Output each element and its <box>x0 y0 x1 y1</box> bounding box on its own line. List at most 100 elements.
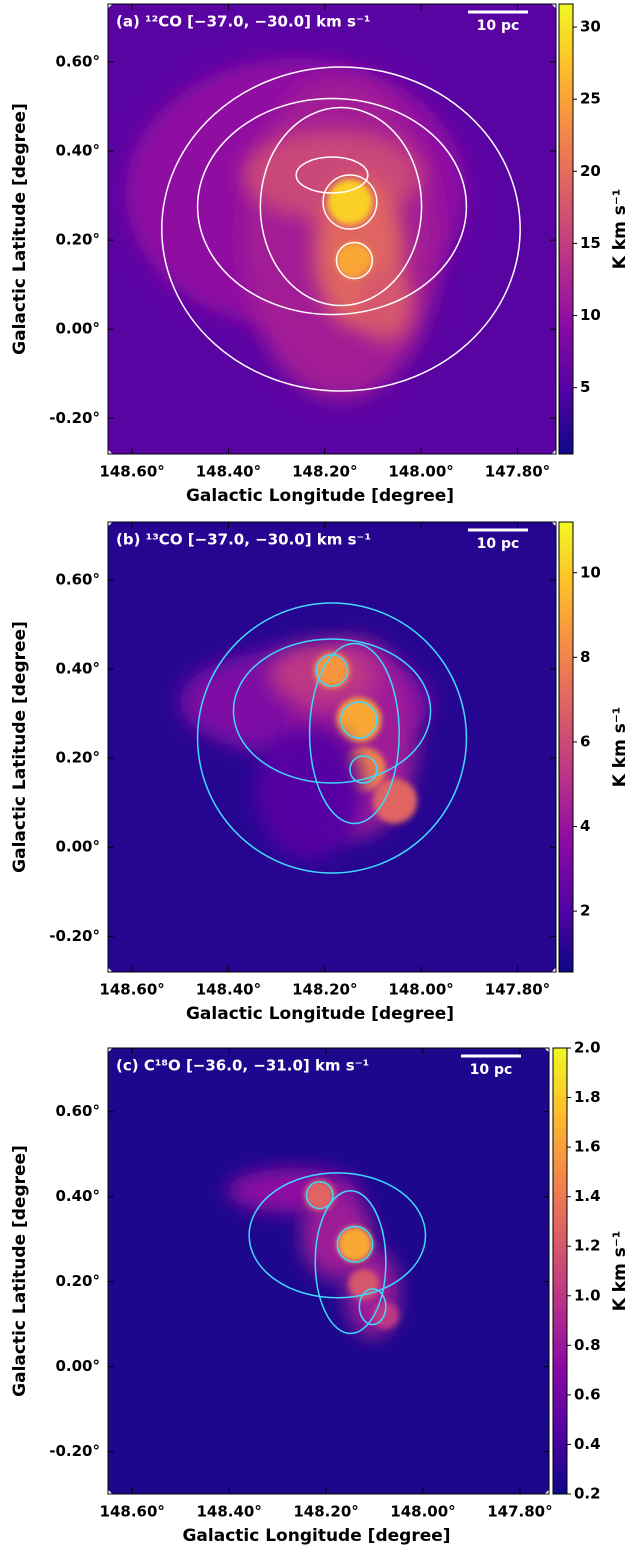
panel-title: (b) ¹³CO [−37.0, −30.0] km s⁻¹ <box>116 531 371 549</box>
colorbar-tick-label: 4 <box>580 817 590 835</box>
x-tick-label: 147.80° <box>487 1503 552 1521</box>
colorbar-label: K km s⁻¹ <box>610 189 630 270</box>
y-tick-label: 0.60° <box>55 52 100 70</box>
colorbar-tick-label: 0.4 <box>574 1435 601 1453</box>
plot-frame <box>107 521 557 973</box>
y-tick-label: 0.40° <box>55 1187 100 1205</box>
scale-bar-label: 10 pc <box>477 18 520 34</box>
y-axis-label: Galactic Latitude [degree] <box>10 1145 30 1397</box>
x-tick-label: 147.80° <box>485 981 550 999</box>
x-axis-label: Galactic Longitude [degree] <box>186 486 454 506</box>
x-tick-label: 148.60° <box>99 981 164 999</box>
contour <box>196 602 468 874</box>
x-tick-label: 147.80° <box>485 463 550 481</box>
colorbar-tick-label: 5 <box>580 378 590 396</box>
colorbar <box>558 3 574 455</box>
x-axis-label: Galactic Longitude [degree] <box>186 1004 454 1024</box>
contour <box>349 755 378 784</box>
y-tick-label: 0.40° <box>55 660 100 678</box>
panel: (a) ¹²CO [−37.0, −30.0] km s⁻¹ 10 pc 148.6… <box>10 3 630 506</box>
y-tick-label: -0.20° <box>49 927 100 945</box>
y-tick-label: 0.20° <box>55 749 100 767</box>
contour <box>232 638 432 784</box>
panel-title: (c) C¹⁸O [−36.0, −31.0] km s⁻¹ <box>116 1057 369 1075</box>
colorbar-tick-label: 0.8 <box>574 1336 601 1354</box>
contour <box>196 97 468 316</box>
colorbar-tick-label: 8 <box>580 648 590 666</box>
x-axis-label: Galactic Longitude [degree] <box>182 1526 450 1546</box>
y-tick-label: 0.40° <box>55 142 100 160</box>
x-tick-label: 148.60° <box>100 1503 165 1521</box>
map-image <box>108 4 556 454</box>
contour <box>340 701 378 739</box>
y-tick-label: -0.20° <box>49 1442 100 1460</box>
colorbar-tick-label: 20 <box>580 162 601 180</box>
colorbar-tick-label: 0.6 <box>574 1385 601 1403</box>
colorbar-tick-label: 25 <box>580 90 601 108</box>
x-tick-label: 148.40° <box>196 1503 261 1521</box>
contour <box>335 241 374 280</box>
scale-bar-label: 10 pc <box>477 536 520 552</box>
contour <box>315 654 349 687</box>
colorbar-label: K km s⁻¹ <box>610 1231 630 1312</box>
contour <box>336 1225 374 1263</box>
map-image <box>108 1048 549 1494</box>
emission <box>337 1226 373 1263</box>
y-tick-label: 0.60° <box>55 570 100 588</box>
x-tick-label: 148.00° <box>388 463 453 481</box>
colorbar-tick-label: 15 <box>580 234 601 252</box>
map-image <box>108 522 556 972</box>
emission <box>304 1179 336 1211</box>
colorbar-tick-label: 1.8 <box>574 1088 601 1106</box>
y-axis-label: Galactic Latitude [degree] <box>10 103 30 355</box>
x-tick-label: 148.00° <box>390 1503 455 1521</box>
emission <box>372 778 418 824</box>
contour <box>308 642 400 825</box>
contour <box>314 1189 387 1335</box>
colorbar-tick-label: 0.2 <box>574 1485 601 1503</box>
colorbar-tick-label: 6 <box>580 732 590 750</box>
colorbar-tick-label: 10 <box>580 306 601 324</box>
colorbar-tick-label: 1.2 <box>574 1237 601 1255</box>
colorbar-tick-label: 1.6 <box>574 1138 601 1156</box>
colorbar-tick-label: 10 <box>580 563 601 581</box>
contour <box>322 174 378 230</box>
emission <box>336 242 373 279</box>
panel: (c) C¹⁸O [−36.0, −31.0] km s⁻¹ 10 pc 148.6… <box>10 1039 630 1547</box>
emission <box>336 697 382 743</box>
colorbar <box>558 521 574 973</box>
panel-title: (a) ¹²CO [−37.0, −30.0] km s⁻¹ <box>116 13 370 31</box>
y-tick-label: 0.60° <box>55 1102 100 1120</box>
colorbar-label: K km s⁻¹ <box>610 707 630 788</box>
colorbar <box>552 1047 568 1495</box>
y-axis-label: Galactic Latitude [degree] <box>10 621 30 873</box>
y-tick-label: -0.20° <box>49 409 100 427</box>
colorbar-tick-label: 1.4 <box>574 1187 601 1205</box>
contour <box>259 106 423 307</box>
x-tick-label: 148.20° <box>292 981 357 999</box>
x-tick-label: 148.40° <box>196 981 261 999</box>
colorbar-tick-label: 30 <box>580 18 601 36</box>
y-tick-label: 0.00° <box>55 838 100 856</box>
x-tick-label: 148.60° <box>99 463 164 481</box>
emission <box>314 652 350 689</box>
plot-frame <box>107 3 557 455</box>
contour <box>161 66 521 392</box>
y-tick-label: 0.00° <box>55 1357 100 1375</box>
emission <box>348 1268 380 1300</box>
contour <box>248 1172 427 1299</box>
scale-bar-label: 10 pc <box>470 1062 513 1078</box>
contour <box>358 1288 387 1326</box>
plot-frame <box>107 1047 550 1495</box>
y-tick-label: 0.00° <box>55 320 100 338</box>
panel: (b) ¹³CO [−37.0, −30.0] km s⁻¹ 10 pc 148.6… <box>10 521 630 1024</box>
contour <box>305 1181 334 1210</box>
contour <box>295 156 369 194</box>
colorbar-tick-label: 2 <box>580 902 590 920</box>
x-tick-label: 148.20° <box>292 463 357 481</box>
x-tick-label: 148.00° <box>388 981 453 999</box>
y-tick-label: 0.20° <box>55 231 100 249</box>
x-tick-label: 148.20° <box>293 1503 358 1521</box>
